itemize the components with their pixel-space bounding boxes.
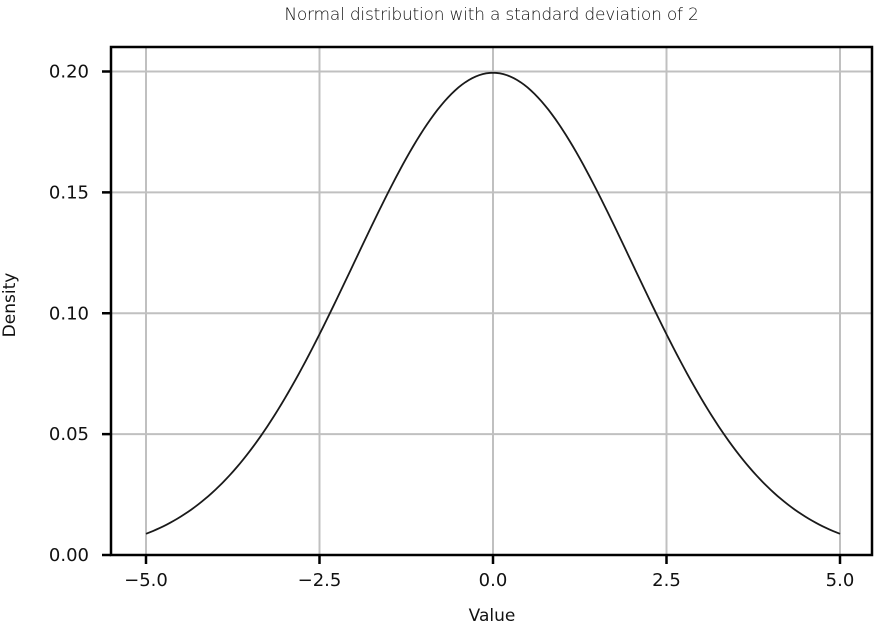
x-tick-label: 2.5 bbox=[652, 570, 681, 591]
density-curve bbox=[145, 71, 841, 535]
y-tick-label: 0.15 bbox=[49, 182, 89, 203]
y-tick-label: 0.20 bbox=[49, 62, 89, 83]
y-axis-ticks: 0.00 0.05 0.10 0.15 0.20 bbox=[49, 62, 111, 566]
grid-lines bbox=[111, 47, 872, 556]
x-axis-label: Value bbox=[469, 606, 516, 625]
x-tick-label: 5.0 bbox=[826, 570, 855, 591]
x-axis-ticks: −5.0 −2.5 0.0 2.5 5.0 bbox=[124, 555, 854, 591]
x-tick-label: −5.0 bbox=[124, 570, 168, 591]
y-tick-label: 0.10 bbox=[49, 303, 89, 324]
x-tick-label: 0.0 bbox=[479, 570, 508, 591]
plot-frame bbox=[109, 45, 874, 557]
chart-title: Normal distribution with a standard devi… bbox=[284, 5, 699, 25]
y-axis-label: Density bbox=[0, 273, 20, 338]
y-tick-label: 0.00 bbox=[49, 545, 89, 566]
x-tick-label: −2.5 bbox=[298, 570, 342, 591]
y-tick-label: 0.05 bbox=[49, 424, 89, 445]
